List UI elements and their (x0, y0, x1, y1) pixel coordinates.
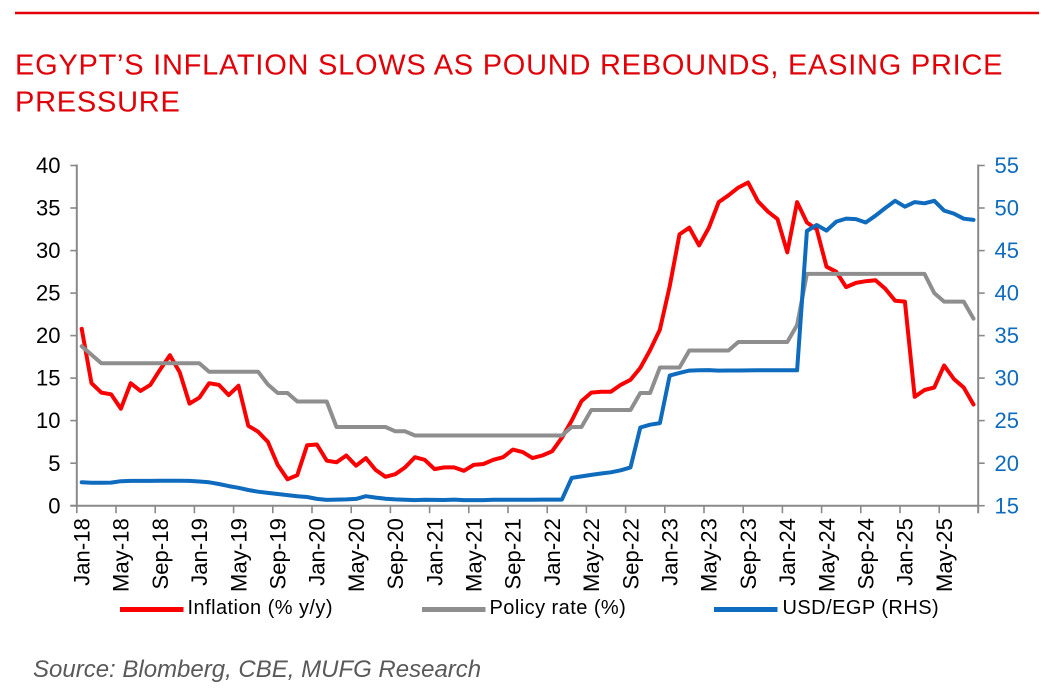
svg-text:50: 50 (995, 196, 1019, 221)
svg-text:5: 5 (48, 451, 60, 476)
svg-text:20: 20 (36, 323, 60, 348)
svg-text:Jan-23: Jan-23 (658, 518, 683, 586)
svg-text:25: 25 (36, 281, 60, 306)
svg-text:30: 30 (995, 366, 1019, 391)
svg-text:Jan-24: Jan-24 (775, 518, 800, 586)
svg-text:Jan-22: Jan-22 (540, 518, 565, 586)
svg-text:Inflation (% y/y): Inflation (% y/y) (188, 597, 333, 619)
svg-text:May-25: May-25 (932, 518, 957, 592)
svg-text:May-22: May-22 (579, 518, 604, 592)
svg-text:May-19: May-19 (226, 518, 251, 592)
svg-text:Jan-20: Jan-20 (305, 518, 330, 586)
svg-text:45: 45 (995, 238, 1019, 263)
svg-text:40: 40 (36, 153, 60, 178)
svg-text:35: 35 (36, 196, 60, 221)
svg-text:30: 30 (36, 238, 60, 263)
svg-text:Sep-20: Sep-20 (383, 518, 408, 590)
svg-text:May-23: May-23 (697, 518, 722, 592)
svg-text:35: 35 (995, 323, 1019, 348)
svg-text:25: 25 (995, 408, 1019, 433)
svg-text:20: 20 (995, 451, 1019, 476)
svg-text:Policy rate (%): Policy rate (%) (490, 597, 627, 619)
svg-text:Jan-25: Jan-25 (893, 518, 918, 586)
svg-text:0: 0 (48, 493, 60, 518)
svg-text:Jan-21: Jan-21 (422, 518, 447, 586)
svg-text:May-24: May-24 (814, 518, 839, 592)
svg-text:Sep-21: Sep-21 (501, 518, 526, 590)
svg-text:40: 40 (995, 281, 1019, 306)
svg-text:Sep-23: Sep-23 (736, 518, 761, 590)
svg-text:Sep-19: Sep-19 (266, 518, 291, 590)
svg-text:May-21: May-21 (462, 518, 487, 592)
svg-text:EGYPT’S INFLATION SLOWS AS POU: EGYPT’S INFLATION SLOWS AS POUND REBOUND… (15, 50, 1003, 82)
svg-text:10: 10 (36, 408, 60, 433)
svg-text:PRESSURE: PRESSURE (15, 87, 181, 119)
svg-text:May-20: May-20 (344, 518, 369, 592)
svg-text:Sep-18: Sep-18 (148, 518, 173, 590)
svg-text:May-18: May-18 (109, 518, 134, 592)
svg-text:Source: Blomberg, CBE, MUFG Re: Source: Blomberg, CBE, MUFG Research (33, 656, 481, 683)
svg-text:Jan-19: Jan-19 (187, 518, 212, 586)
svg-text:55: 55 (995, 153, 1019, 178)
svg-text:USD/EGP (RHS): USD/EGP (RHS) (783, 597, 940, 619)
svg-text:15: 15 (995, 493, 1019, 518)
svg-text:15: 15 (36, 366, 60, 391)
svg-text:Jan-18: Jan-18 (70, 518, 95, 586)
svg-text:Sep-24: Sep-24 (854, 518, 879, 590)
svg-text:Sep-22: Sep-22 (618, 518, 643, 590)
